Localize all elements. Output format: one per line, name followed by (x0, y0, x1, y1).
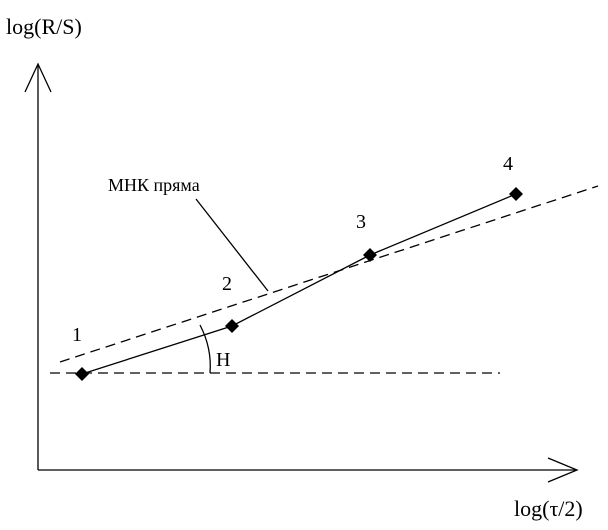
point-4-diamond-marker (509, 187, 523, 201)
y-axis-label: log(R/S) (6, 14, 82, 39)
fit-line-annotation: МНК пряма (108, 175, 200, 195)
point-1-diamond-marker (75, 367, 89, 381)
point-4-label: 4 (503, 153, 513, 175)
point-1-label: 1 (72, 324, 82, 346)
point-3-diamond-marker (363, 248, 377, 262)
angle-label-h: H (216, 349, 230, 371)
point-2-label: 2 (222, 273, 232, 295)
data-polyline (81, 193, 517, 375)
fit-line-leader (195, 198, 269, 292)
x-axis-label: log(τ/2) (514, 496, 583, 521)
point-2-diamond-marker (225, 319, 239, 333)
y-axis-arrowhead (24, 62, 52, 93)
x-axis-arrowhead (547, 457, 579, 483)
point-3-label: 3 (356, 211, 366, 233)
angle-arc (199, 324, 211, 374)
least-squares-fit-line (59, 185, 599, 363)
